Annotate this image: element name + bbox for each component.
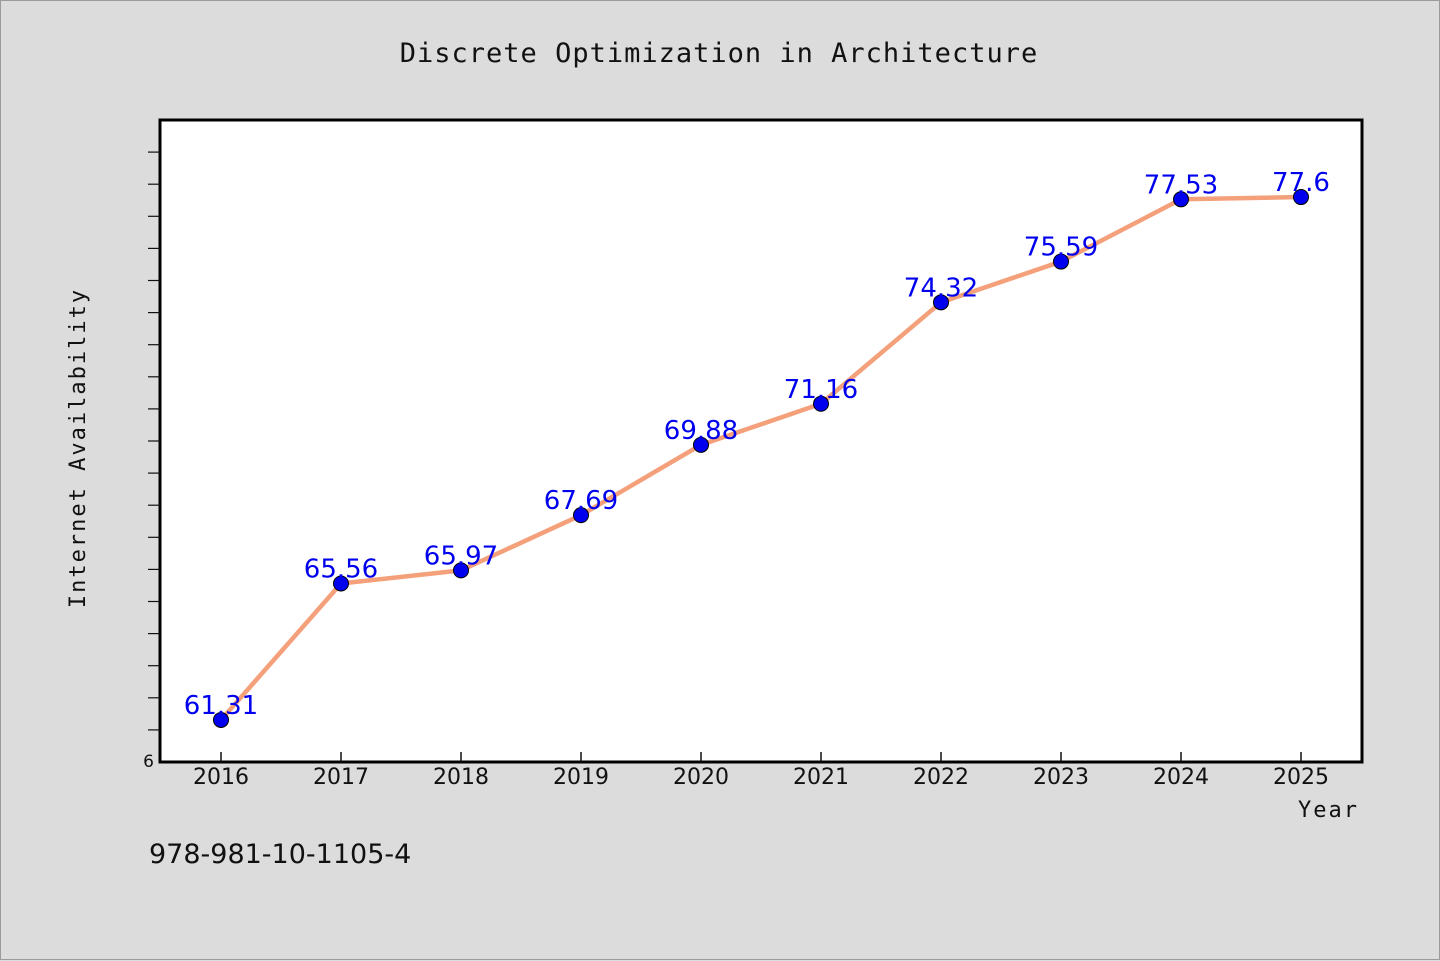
data-point xyxy=(1293,189,1309,206)
data-label: 74.32 xyxy=(904,273,978,303)
data-point xyxy=(213,711,229,728)
x-tick-label: 2019 xyxy=(553,765,609,790)
data-point xyxy=(813,395,829,412)
x-tick-label: 2023 xyxy=(1033,765,1089,790)
x-axis-tick-labels: 2016 2017 2018 2019 2020 2021 2022 2023 2024 2025 xyxy=(193,765,1329,790)
y-tick-label: 6 xyxy=(143,752,154,772)
x-tick-label: 2018 xyxy=(433,765,489,790)
x-tick-label: 2017 xyxy=(313,765,369,790)
chart-title: Discrete Optimization in Architecture xyxy=(400,38,1038,69)
data-labels: 61.31 65.56 65.97 67.69 69.88 71.16 74.32 75.59… xyxy=(184,168,1330,721)
x-tick-label: 2021 xyxy=(793,765,849,790)
plot-area xyxy=(158,118,1364,764)
data-label: 77.6 xyxy=(1272,168,1330,198)
y-axis-tick-labels: 6 xyxy=(143,752,154,772)
data-label: 69.88 xyxy=(664,416,738,446)
y-axis-label: Internet Availability xyxy=(66,288,91,608)
x-axis-ticks xyxy=(220,752,1302,762)
x-tick-label: 2025 xyxy=(1273,765,1329,790)
data-label: 77.53 xyxy=(1144,170,1218,200)
data-point xyxy=(693,436,709,453)
data-label: 65.97 xyxy=(424,541,498,571)
data-label: 67.69 xyxy=(544,486,618,516)
data-point xyxy=(333,575,349,592)
data-point xyxy=(453,562,469,579)
x-tick-label: 2016 xyxy=(193,765,249,790)
x-axis-label: Year xyxy=(1298,798,1359,823)
x-tick-label: 2020 xyxy=(673,765,729,790)
data-label: 65.56 xyxy=(304,555,378,585)
y-axis-ticks xyxy=(148,151,160,731)
x-tick-label: 2024 xyxy=(1153,765,1209,790)
series-markers xyxy=(213,189,1309,728)
series-line xyxy=(218,194,1304,723)
isbn-footnote: 978-981-10-1105-4 xyxy=(149,839,411,870)
data-point xyxy=(933,294,949,311)
data-label: 71.16 xyxy=(784,375,858,405)
data-point xyxy=(1173,191,1189,208)
x-tick-label: 2022 xyxy=(913,765,969,790)
series-lines xyxy=(218,194,1304,723)
data-point xyxy=(573,507,589,524)
data-point xyxy=(1053,253,1069,270)
data-label: 61.31 xyxy=(184,691,258,721)
data-label: 75.59 xyxy=(1024,233,1098,263)
